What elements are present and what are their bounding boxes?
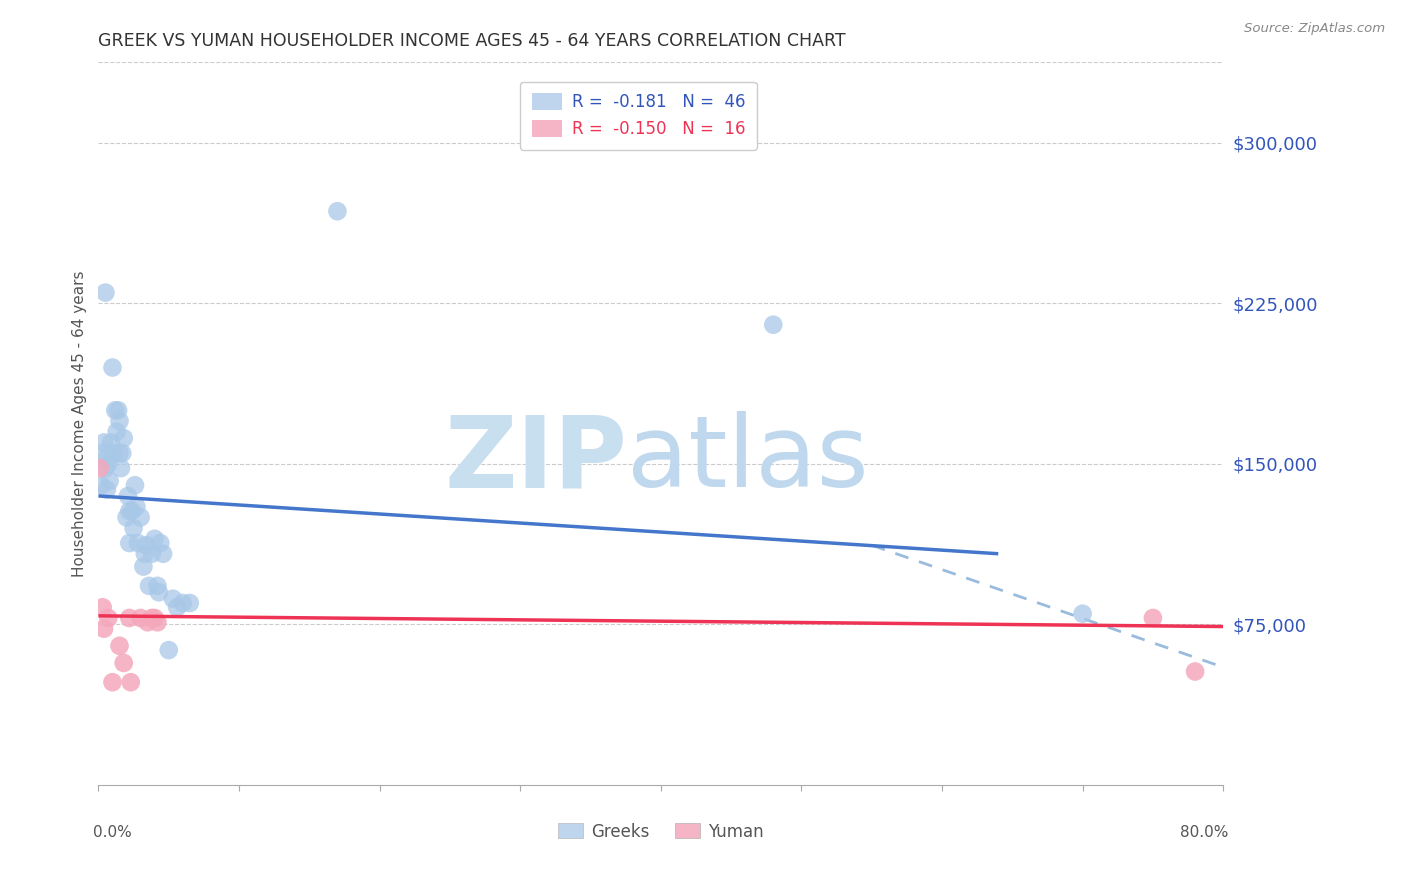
Point	[105, 425, 128, 439]
Y-axis label: Householder Income Ages 45 - 64 years: Householder Income Ages 45 - 64 years	[72, 270, 87, 577]
Point	[100, 435, 122, 450]
Point	[143, 532, 166, 546]
Point	[146, 579, 169, 593]
Point	[1071, 607, 1094, 621]
Point	[108, 414, 131, 428]
Point	[146, 615, 169, 630]
Point	[91, 600, 114, 615]
Point	[162, 591, 184, 606]
Point	[121, 504, 143, 518]
Text: ZIP: ZIP	[444, 411, 627, 508]
Point	[129, 510, 152, 524]
Point	[166, 600, 188, 615]
Point	[127, 536, 149, 550]
Point	[101, 360, 124, 375]
Point	[120, 675, 142, 690]
Point	[108, 639, 131, 653]
Point	[132, 559, 155, 574]
Point	[125, 500, 148, 514]
Point	[118, 536, 141, 550]
Point	[96, 450, 118, 465]
Point	[93, 435, 115, 450]
Text: GREEK VS YUMAN HOUSEHOLDER INCOME AGES 45 - 64 YEARS CORRELATION CHART: GREEK VS YUMAN HOUSEHOLDER INCOME AGES 4…	[98, 32, 846, 50]
Point	[98, 474, 121, 488]
Point	[101, 675, 124, 690]
Point	[89, 461, 111, 475]
Point	[179, 596, 201, 610]
Point	[90, 478, 112, 492]
Point	[94, 461, 117, 475]
Point	[118, 504, 141, 518]
Point	[112, 656, 135, 670]
Legend: Greeks, Yuman: Greeks, Yuman	[550, 814, 772, 849]
Point	[111, 446, 134, 460]
Text: Source: ZipAtlas.com: Source: ZipAtlas.com	[1244, 22, 1385, 36]
Text: 80.0%: 80.0%	[1181, 825, 1229, 839]
Point	[104, 403, 127, 417]
Point	[110, 461, 132, 475]
Point	[134, 547, 156, 561]
Point	[97, 457, 120, 471]
Point	[138, 579, 160, 593]
Point	[152, 547, 174, 561]
Point	[96, 483, 118, 497]
Point	[129, 611, 152, 625]
Point	[93, 622, 115, 636]
Point	[762, 318, 785, 332]
Point	[118, 611, 141, 625]
Point	[94, 285, 117, 300]
Point	[122, 521, 145, 535]
Point	[108, 446, 131, 460]
Point	[107, 403, 129, 417]
Text: 0.0%: 0.0%	[93, 825, 132, 839]
Point	[1184, 665, 1206, 679]
Point	[143, 611, 166, 625]
Point	[141, 611, 163, 625]
Point	[141, 547, 163, 561]
Point	[112, 431, 135, 445]
Point	[149, 536, 172, 550]
Point	[172, 596, 194, 610]
Point	[124, 478, 146, 492]
Point	[157, 643, 180, 657]
Point	[135, 538, 157, 552]
Text: atlas: atlas	[627, 411, 869, 508]
Point	[1142, 611, 1164, 625]
Point	[115, 510, 138, 524]
Point	[148, 585, 170, 599]
Point	[97, 611, 120, 625]
Point	[103, 446, 125, 460]
Point	[136, 615, 159, 630]
Point	[117, 489, 139, 503]
Point	[326, 204, 349, 219]
Point	[91, 446, 114, 460]
